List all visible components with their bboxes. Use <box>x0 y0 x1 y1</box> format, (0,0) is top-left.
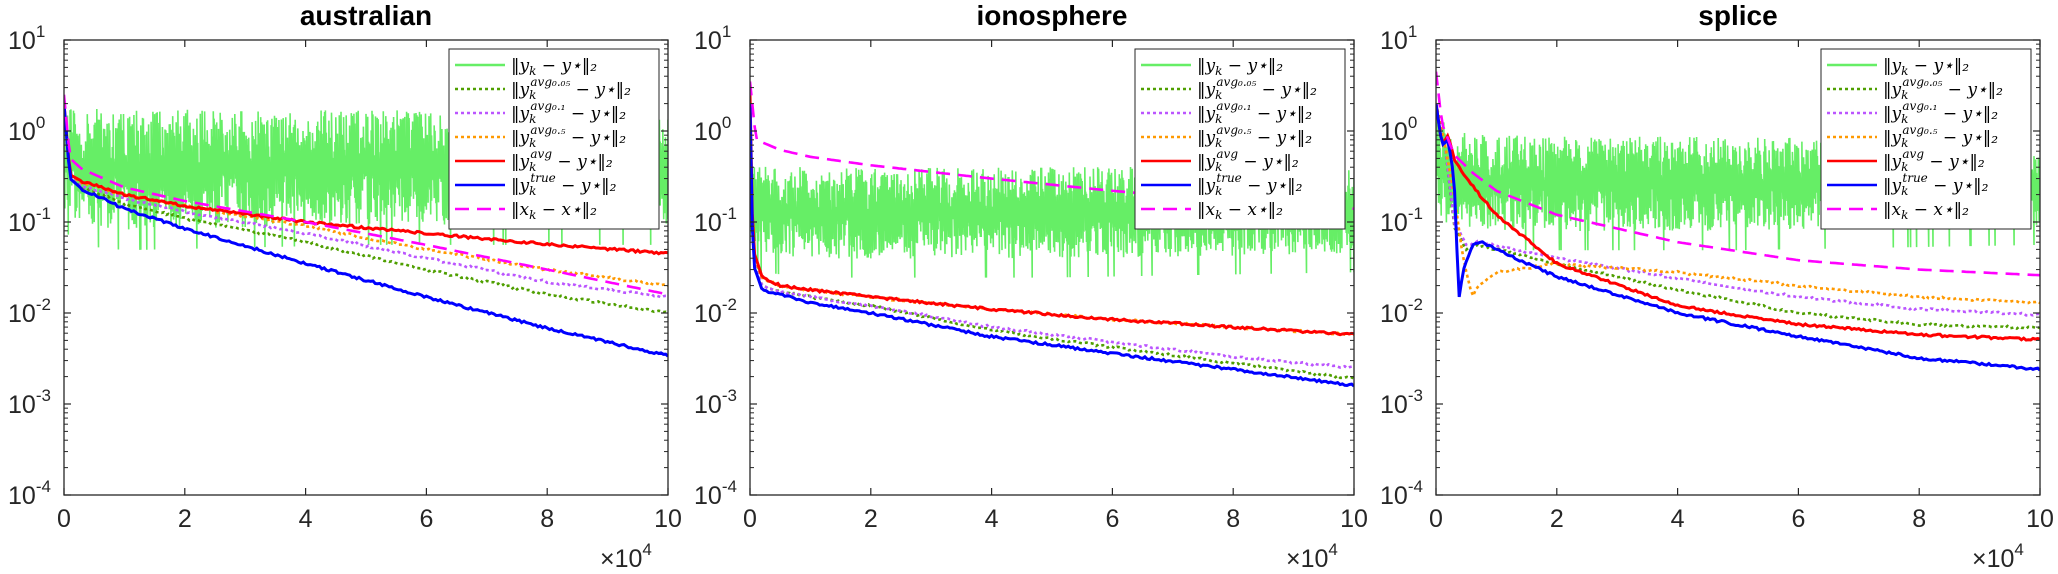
legend-label: ‖ykavg − y⋆‖₂ <box>511 147 613 174</box>
series-line-5 <box>64 94 668 296</box>
y-tick-label: 10-1 <box>1380 204 1423 237</box>
x-tick-label: 10 <box>654 505 682 533</box>
series-line-4 <box>750 103 1354 388</box>
x-tick-label: 8 <box>1226 505 1240 533</box>
chart-title: splice <box>1698 0 1777 31</box>
chart-title: ionosphere <box>977 0 1128 31</box>
legend-label: ‖ykavg₀.₁ − y⋆‖₂ <box>1197 99 1312 126</box>
series-line-3 <box>64 103 668 256</box>
series-line-2 <box>1436 103 2040 305</box>
x-tick-label: 8 <box>540 505 554 533</box>
x-tick-label: 0 <box>1429 505 1443 533</box>
legend: ‖yk − y⋆‖₂‖ykavg₀.₀₅ − y⋆‖₂‖ykavg₀.₁ − y… <box>1134 48 1346 230</box>
x-tick-label: 2 <box>178 505 192 533</box>
legend-label: ‖ykavg − y⋆‖₂ <box>1883 147 1985 174</box>
x-multiplier: ×104 <box>1286 540 1338 573</box>
y-tick-label: 10-2 <box>1380 295 1423 328</box>
y-tick-label: 100 <box>694 113 731 146</box>
series-line-0 <box>1436 103 2040 331</box>
x-tick-label: 0 <box>57 505 71 533</box>
legend-label: ‖yk − y⋆‖₂ <box>1883 56 1969 78</box>
legend: ‖yk − y⋆‖₂‖ykavg₀.₀₅ − y⋆‖₂‖ykavg₀.₁ − y… <box>1820 48 2032 230</box>
chart-panel-australian: 10-4 10-3 10-2 10-1 100 101 0 2 4 6 8 10×104 austral… <box>8 0 682 573</box>
y-tick-label: 10-4 <box>8 477 51 510</box>
x-tick-label: 4 <box>985 505 999 533</box>
legend-box <box>1820 48 2032 230</box>
series-line-4 <box>64 103 668 358</box>
y-tick-label: 101 <box>694 22 731 55</box>
legend-label: ‖ykavg₀.₁ − y⋆‖₂ <box>511 99 626 126</box>
legend-label: ‖yk − y⋆‖₂ <box>1197 56 1283 78</box>
series-line-5 <box>1436 71 2040 277</box>
x-tick-label: 10 <box>2026 505 2054 533</box>
series-line-4 <box>1436 103 2040 372</box>
x-tick-label: 6 <box>1105 505 1119 533</box>
x-tick-label: 2 <box>1550 505 1564 533</box>
axes-box <box>1435 39 2041 496</box>
x-tick-label: 10 <box>1340 505 1368 533</box>
legend-label: ‖ykavg₀.₀₅ − y⋆‖₂ <box>1883 75 2003 102</box>
legend-label: ‖yk − y⋆‖₂ <box>511 56 597 78</box>
y-tick-label: 10-2 <box>8 295 51 328</box>
y-tick-label: 10-1 <box>8 204 51 237</box>
y-tick-label: 10-1 <box>694 204 737 237</box>
x-tick-label: 6 <box>1791 505 1805 533</box>
x-tick-label: 8 <box>1912 505 1926 533</box>
y-tick-label: 100 <box>8 113 45 146</box>
legend-label: ‖yktrue − y⋆‖₂ <box>511 171 617 198</box>
y-tick-label: 10-3 <box>694 386 737 419</box>
series-line-0 <box>750 103 1354 380</box>
x-tick-label: 4 <box>299 505 313 533</box>
x-multiplier: ×104 <box>1972 540 2024 573</box>
legend-label: ‖ykavg₀.₅ − y⋆‖₂ <box>1883 123 1998 150</box>
legend: ‖yk − y⋆‖₂‖ykavg₀.₀₅ − y⋆‖₂‖ykavg₀.₁ − y… <box>448 48 660 230</box>
legend-label: ‖ykavg₀.₁ − y⋆‖₂ <box>1883 99 1998 126</box>
y-tick-label: 101 <box>1380 22 1417 55</box>
chart-panel-splice: 10-4 10-3 10-2 10-1 100 101 0 2 4 6 8 10×104 splice ‖… <box>1380 0 2054 573</box>
y-tick-label: 10-4 <box>694 477 737 510</box>
x-tick-label: 2 <box>864 505 878 533</box>
legend-label: ‖ykavg₀.₀₅ − y⋆‖₂ <box>1197 75 1317 102</box>
series-line-1 <box>64 103 668 299</box>
series-line-3 <box>1436 103 2040 342</box>
y-tick-label: 10-4 <box>1380 477 1423 510</box>
x-tick-label: 0 <box>743 505 757 533</box>
series-line-3 <box>750 94 1354 337</box>
axes-box <box>63 39 669 496</box>
legend-label: ‖ykavg₀.₀₅ − y⋆‖₂ <box>511 75 631 102</box>
series-line-1 <box>750 103 1354 370</box>
x-tick-label: 6 <box>419 505 433 533</box>
legend-label: ‖xk − x⋆‖₂ <box>1197 200 1283 222</box>
chart-title: australian <box>300 0 432 31</box>
legend-label: ‖ykavg₀.₅ − y⋆‖₂ <box>1197 123 1312 150</box>
y-tick-label: 10-2 <box>694 295 737 328</box>
series-line-1 <box>1436 103 2040 317</box>
y-tick-label: 10-3 <box>8 386 51 419</box>
legend-label: ‖yktrue − y⋆‖₂ <box>1883 171 1989 198</box>
axes-box <box>749 39 1355 496</box>
y-tick-label: 100 <box>1380 113 1417 146</box>
x-tick-label: 4 <box>1671 505 1685 533</box>
y-tick-label: 10-3 <box>1380 386 1423 419</box>
legend-box <box>448 48 660 230</box>
legend-box <box>1134 48 1346 230</box>
legend-label: ‖xk − x⋆‖₂ <box>511 200 597 222</box>
legend-label: ‖xk − x⋆‖₂ <box>1883 200 1969 222</box>
legend-label: ‖ykavg₀.₅ − y⋆‖₂ <box>511 123 626 150</box>
y-tick-label: 101 <box>8 22 45 55</box>
legend-label: ‖yktrue − y⋆‖₂ <box>1197 171 1303 198</box>
legend-label: ‖ykavg − y⋆‖₂ <box>1197 147 1299 174</box>
chart-panel-ionosphere: 10-4 10-3 10-2 10-1 100 101 0 2 4 6 8 10×104 ionosph… <box>694 0 1368 573</box>
x-multiplier: ×104 <box>600 540 652 573</box>
